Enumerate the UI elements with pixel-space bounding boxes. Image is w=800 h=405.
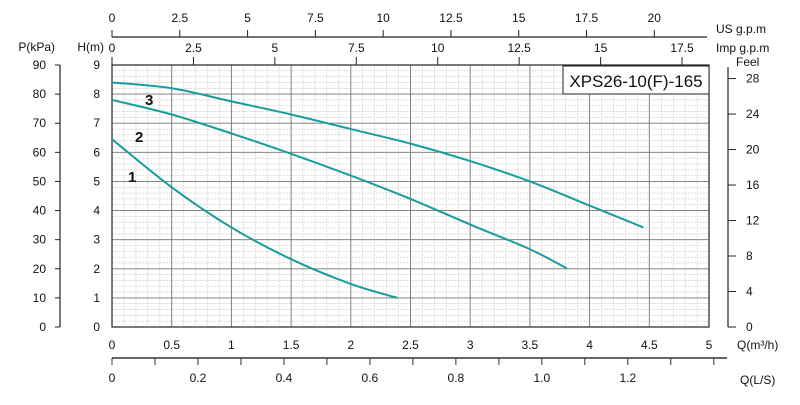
- feet-tick-label: 12: [746, 214, 760, 228]
- lps-tick-label: 0.6: [362, 371, 379, 385]
- imp-gpm-tick-label: 5: [272, 41, 279, 55]
- imp-gpm-tick-label: 2.5: [185, 41, 202, 55]
- y-tick-label: 5: [93, 174, 100, 188]
- plot-frame: [111, 64, 710, 328]
- pressure-tick-label: 20: [33, 262, 47, 276]
- imp-gpm-tick-label: 7.5: [348, 41, 365, 55]
- x-tick-label: 4: [586, 338, 593, 352]
- y-tick-label: 7: [93, 116, 100, 130]
- lps-tick-label: 0.8: [448, 371, 465, 385]
- pressure-tick-label: 40: [33, 204, 47, 218]
- y-tick-label: 6: [93, 145, 100, 159]
- y-tick-label: 3: [93, 233, 100, 247]
- x-tick-label: 1: [228, 338, 235, 352]
- y-tick-label: 8: [93, 87, 100, 101]
- feet-tick-label: 8: [746, 249, 753, 263]
- x-tick-label: 3.5: [522, 338, 539, 352]
- x-tick-label: 3: [467, 338, 474, 352]
- pressure-tick-label: 80: [33, 87, 47, 101]
- pressure-tick-label: 50: [33, 174, 47, 188]
- y-tick-label: 4: [93, 204, 100, 218]
- pump-curve-2: [111, 98, 568, 270]
- us-gpm-tick-label: 15: [512, 11, 526, 25]
- us-gpm-axis-label: US g.p.m: [716, 22, 766, 36]
- pressure-tick-label: 70: [33, 116, 47, 130]
- us-gpm-tick-label: 10: [376, 11, 390, 25]
- grid: [111, 64, 710, 328]
- imp-gpm-axis-label: Imp g.p.m: [716, 41, 769, 55]
- imp-gpm-tick-label: 10: [431, 41, 445, 55]
- us-gpm-tick-label: 0: [109, 11, 116, 25]
- lps-tick-label: 1.2: [619, 371, 636, 385]
- imp-gpm-tick-label: 15: [594, 41, 608, 55]
- pressure-tick-label: 90: [33, 58, 47, 72]
- us-gpm-tick-label: 7.5: [307, 11, 324, 25]
- us-gpm-tick-label: 17.5: [575, 11, 599, 25]
- pressure-tick-label: 60: [33, 145, 47, 159]
- feet-tick-label: 0: [746, 320, 753, 334]
- x-axis-label: Q(m³/h): [737, 338, 778, 352]
- pressure-axis-label: P(kPa): [18, 40, 55, 54]
- feet-tick-label: 24: [746, 107, 760, 121]
- us-gpm-tick-label: 12.5: [439, 11, 463, 25]
- lps-tick-label: 0: [109, 371, 116, 385]
- us-gpm-tick-label: 5: [244, 11, 251, 25]
- x-tick-label: 2: [347, 338, 354, 352]
- x-tick-label: 0: [109, 338, 116, 352]
- x-tick-label: 5: [706, 338, 713, 352]
- y-tick-label: 1: [93, 291, 100, 305]
- us-gpm-tick-label: 2.5: [171, 11, 188, 25]
- feet-axis-label: Feel: [736, 55, 759, 69]
- imp-gpm-tick-label: 0: [109, 41, 116, 55]
- imp-gpm-tick-label: 17.5: [670, 41, 694, 55]
- x-tick-label: 2.5: [402, 338, 419, 352]
- lps-tick-label: 0.2: [190, 371, 207, 385]
- feet-tick-label: 20: [746, 143, 760, 157]
- feet-tick-label: 16: [746, 178, 760, 192]
- y-tick-label: 2: [93, 262, 100, 276]
- y-tick-label: 0: [93, 320, 100, 334]
- curve-label-3: 3: [145, 92, 153, 109]
- pressure-tick-label: 0: [39, 320, 46, 334]
- pump-curve-3: [111, 81, 644, 229]
- x-tick-label: 4.5: [641, 338, 658, 352]
- pressure-tick-label: 10: [33, 291, 47, 305]
- curves: 1 2 3: [111, 81, 644, 299]
- pressure-tick-label: 30: [33, 233, 47, 247]
- curve-label-2: 2: [135, 129, 143, 146]
- chart-title: XPS26-10(F)-165: [569, 72, 702, 91]
- lps-tick-label: 1.0: [533, 371, 550, 385]
- us-gpm-tick-label: 20: [648, 11, 662, 25]
- y-axis-label: H(m): [77, 40, 104, 54]
- lps-axis-label: Q(L/S): [740, 373, 775, 387]
- pump-curve-1: [111, 138, 398, 299]
- feet-tick-label: 4: [746, 285, 753, 299]
- x-tick-label: 1.5: [283, 338, 300, 352]
- curve-label-1: 1: [128, 169, 136, 186]
- lps-tick-label: 0.4: [276, 371, 293, 385]
- axes: 0 0.5 1 1.5 2 2.5 3 3.5 4 4.5 5 Q(m³/h)0123456789H(…: [18, 11, 778, 387]
- y-tick-label: 9: [93, 58, 100, 72]
- feet-tick-label: 28: [746, 72, 760, 86]
- x-tick-label: 0.5: [163, 338, 180, 352]
- model-box: XPS26-10(F)-165: [562, 65, 710, 95]
- imp-gpm-tick-label: 12.5: [507, 41, 531, 55]
